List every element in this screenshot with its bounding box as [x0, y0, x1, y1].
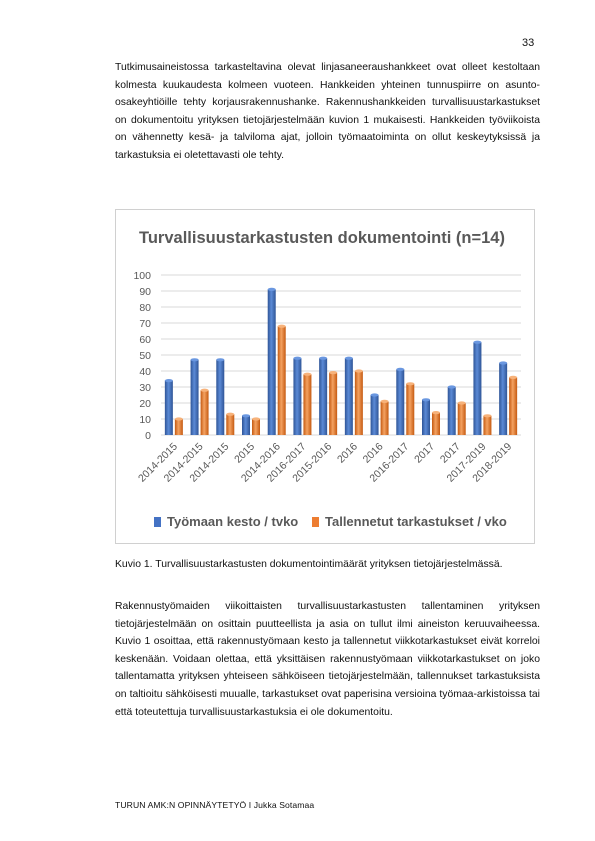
y-tick-label: 20: [139, 398, 151, 410]
page-footer: TURUN AMK:N OPINNÄYTETYÖ I Jukka Sotamaa: [115, 800, 315, 810]
bar-tyomaan-kesto: [164, 380, 173, 435]
bar-tyomaan-kesto: [422, 399, 430, 435]
bar-top: [174, 417, 183, 421]
bar-top: [406, 382, 415, 386]
bar-top: [164, 379, 173, 383]
bar-top: [473, 340, 482, 344]
bar-top: [267, 287, 276, 291]
bar-tyomaan-kesto: [473, 342, 482, 435]
bar-top: [354, 369, 363, 373]
bar-top: [447, 385, 456, 389]
chart-title: Turvallisuustarkastusten dokumentointi (…: [139, 229, 505, 247]
bar-chart: Turvallisuustarkastusten dokumentointi (…: [133, 229, 521, 529]
bar-tallennetut-tarkastukset: [329, 372, 338, 435]
bar-tallennetut-tarkastukset: [354, 371, 363, 435]
bar-top: [252, 417, 260, 421]
bar-top: [396, 367, 405, 371]
bar-tallennetut-tarkastukset: [406, 383, 415, 435]
y-tick-label: 10: [139, 414, 151, 426]
bar-tyomaan-kesto: [396, 369, 405, 435]
y-tick-label: 40: [139, 366, 151, 378]
y-tick-label: 60: [139, 334, 151, 346]
bar-top: [432, 411, 440, 415]
bar-top: [483, 414, 492, 418]
bar-tyomaan-kesto: [242, 415, 250, 435]
bar-tallennetut-tarkastukset: [252, 419, 260, 435]
bar-tyomaan-kesto: [190, 359, 199, 435]
legend-swatch: [154, 517, 161, 527]
legend-swatch: [312, 517, 319, 527]
bar-tallennetut-tarkastukset: [277, 326, 286, 435]
y-tick-label: 100: [133, 270, 151, 282]
bar-top: [329, 371, 338, 375]
y-tick-label: 80: [139, 302, 151, 314]
bar-top: [226, 412, 235, 416]
y-tick-label: 30: [139, 382, 151, 394]
bar-tallennetut-tarkastukset: [200, 390, 209, 435]
bar-tyomaan-kesto: [267, 289, 276, 435]
chart-frame: Turvallisuustarkastusten dokumentointi (…: [115, 209, 535, 544]
bar-top: [242, 414, 250, 418]
bar-top: [509, 375, 518, 379]
y-tick-label: 70: [139, 318, 151, 330]
y-tick-label: 50: [139, 350, 151, 362]
bar-top: [319, 356, 328, 360]
body-paragraph-2: Rakennustyömaiden viikoittaisten turvall…: [115, 601, 540, 718]
x-tick-label: 2016: [335, 441, 360, 466]
bar-tyomaan-kesto: [499, 363, 508, 435]
legend-label: Tallennetut tarkastukset / vko: [325, 514, 507, 529]
bar-tallennetut-tarkastukset: [457, 403, 466, 435]
bar-top: [380, 399, 389, 403]
bar-top: [200, 388, 209, 392]
bar-top: [216, 358, 225, 362]
legend-label: Työmaan kesto / tvko: [167, 514, 298, 529]
page-number: 33: [522, 37, 535, 49]
y-tick-label: 0: [145, 430, 151, 442]
y-tick-label: 90: [139, 286, 151, 298]
bar-top: [303, 372, 312, 376]
bar-tyomaan-kesto: [319, 358, 328, 435]
bar-tallennetut-tarkastukset: [432, 412, 440, 435]
body-paragraph-1: Tutkimusaineistossa tarkasteltavina olev…: [115, 62, 540, 161]
figure-caption: Kuvio 1. Turvallisuustarkastusten dokume…: [115, 559, 503, 570]
bar-tyomaan-kesto: [293, 358, 302, 435]
bar-tyomaan-kesto: [370, 395, 379, 435]
x-tick-label: 2017: [412, 441, 437, 466]
bar-top: [293, 356, 302, 360]
bar-tallennetut-tarkastukset: [483, 415, 492, 435]
bar-tyomaan-kesto: [344, 358, 353, 435]
bar-tyomaan-kesto: [447, 387, 456, 435]
bar-top: [457, 401, 466, 405]
bar-tallennetut-tarkastukset: [380, 401, 389, 435]
bar-top: [422, 398, 430, 402]
bar-tallennetut-tarkastukset: [303, 374, 312, 435]
bar-tyomaan-kesto: [216, 359, 225, 435]
bar-tallennetut-tarkastukset: [174, 419, 183, 435]
bar-top: [499, 361, 508, 365]
bar-tallennetut-tarkastukset: [509, 377, 518, 435]
bar-top: [370, 393, 379, 397]
bar-top: [277, 324, 286, 328]
bar-top: [190, 358, 199, 362]
bar-tallennetut-tarkastukset: [226, 414, 235, 435]
bar-top: [344, 356, 353, 360]
